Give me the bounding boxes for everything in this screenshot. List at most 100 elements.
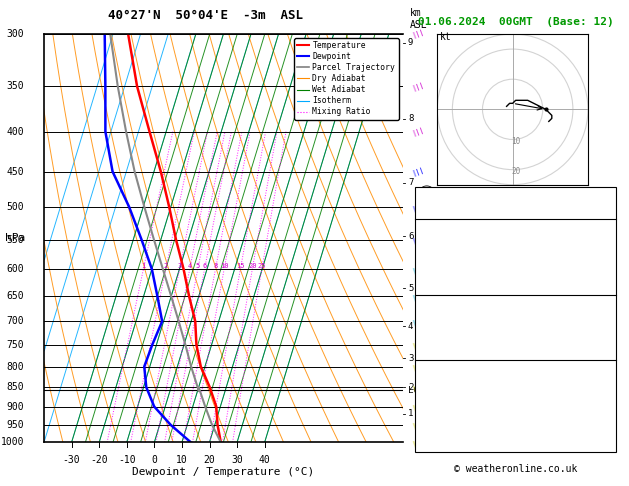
Text: 2: 2 — [408, 382, 413, 392]
Text: LCL: LCL — [408, 386, 424, 395]
Text: θᵉ (K): θᵉ (K) — [418, 319, 456, 329]
Text: Most Unstable: Most Unstable — [475, 297, 557, 308]
Text: 4: 4 — [187, 263, 192, 269]
Text: 8: 8 — [213, 263, 218, 269]
Text: 2.22: 2.22 — [588, 210, 613, 220]
Text: hPa: hPa — [5, 233, 25, 243]
Text: 40: 40 — [601, 199, 613, 209]
Text: 4: 4 — [607, 330, 613, 340]
Text: 400: 400 — [7, 126, 25, 137]
Text: 10: 10 — [176, 454, 188, 465]
Text: 0: 0 — [152, 454, 157, 465]
Text: EH: EH — [418, 373, 431, 383]
Text: 550: 550 — [7, 235, 25, 244]
Text: Dewpoint / Temperature (°C): Dewpoint / Temperature (°C) — [132, 467, 314, 477]
Text: 950: 950 — [7, 420, 25, 430]
Text: 323: 323 — [594, 254, 613, 264]
Text: 900: 900 — [7, 401, 25, 412]
Text: −0: −0 — [601, 373, 613, 383]
Text: -20: -20 — [91, 454, 108, 465]
Text: -30: -30 — [63, 454, 81, 465]
Text: 450: 450 — [7, 167, 25, 176]
Text: |||: ||| — [411, 234, 425, 245]
Text: 13: 13 — [601, 189, 613, 199]
Text: CAPE (J): CAPE (J) — [418, 275, 468, 285]
Text: 0: 0 — [607, 340, 613, 350]
Text: StmSpd (kt): StmSpd (kt) — [418, 405, 487, 416]
Text: Mixing Ratio (g/kg): Mixing Ratio (g/kg) — [423, 182, 433, 294]
Text: |||: ||| — [411, 382, 425, 393]
Text: 5: 5 — [408, 284, 413, 293]
Text: Surface: Surface — [494, 222, 538, 232]
Legend: Temperature, Dewpoint, Parcel Trajectory, Dry Adiabat, Wet Adiabat, Isotherm, Mi: Temperature, Dewpoint, Parcel Trajectory… — [294, 38, 399, 120]
Text: 800: 800 — [7, 362, 25, 372]
Text: 20: 20 — [248, 263, 257, 269]
Text: 6: 6 — [607, 264, 613, 275]
Text: Lifted Index: Lifted Index — [418, 264, 493, 275]
Text: 600: 600 — [7, 264, 25, 274]
Text: 2: 2 — [164, 263, 168, 269]
Text: |||: ||| — [411, 437, 425, 448]
Text: 6: 6 — [408, 232, 413, 241]
Text: |||: ||| — [411, 419, 425, 430]
Text: 20: 20 — [204, 454, 215, 465]
Text: |||: ||| — [411, 291, 425, 302]
Text: Hodograph: Hodograph — [487, 363, 544, 373]
Text: K: K — [418, 189, 425, 199]
Text: 30: 30 — [231, 454, 243, 465]
Text: Totals Totals: Totals Totals — [418, 199, 499, 209]
Text: 24.1: 24.1 — [588, 232, 613, 243]
Text: 850: 850 — [7, 382, 25, 392]
Text: CIN (J): CIN (J) — [418, 286, 462, 296]
Text: 25: 25 — [257, 263, 266, 269]
Text: 10: 10 — [511, 137, 520, 146]
Text: 1000: 1000 — [1, 437, 25, 447]
Text: StmDir: StmDir — [418, 395, 456, 405]
Text: 0: 0 — [607, 286, 613, 296]
Text: km: km — [409, 8, 421, 17]
Text: kt: kt — [440, 32, 452, 42]
Text: 1: 1 — [408, 410, 413, 418]
Text: 500: 500 — [7, 202, 25, 212]
Text: 0: 0 — [607, 275, 613, 285]
Text: 750: 750 — [7, 340, 25, 350]
Text: PW (cm): PW (cm) — [418, 210, 462, 220]
Text: 3: 3 — [408, 353, 413, 363]
Text: Temp (°C): Temp (°C) — [418, 232, 474, 243]
Text: 300: 300 — [7, 29, 25, 39]
Text: 327: 327 — [594, 319, 613, 329]
Text: Dewp (°C): Dewp (°C) — [418, 243, 474, 253]
Text: 350: 350 — [7, 81, 25, 91]
Text: -10: -10 — [118, 454, 136, 465]
Text: 3: 3 — [177, 263, 182, 269]
Text: 1: 1 — [142, 263, 145, 269]
Text: 40°27'N  50°04'E  -3m  ASL: 40°27'N 50°04'E -3m ASL — [108, 9, 303, 22]
Text: |||: ||| — [411, 263, 425, 275]
Text: -9: -9 — [601, 384, 613, 394]
Text: |||: ||| — [411, 401, 425, 412]
Text: CAPE (J): CAPE (J) — [418, 340, 468, 350]
Text: |||: ||| — [411, 339, 425, 350]
Text: |||: ||| — [411, 126, 425, 137]
Text: 0: 0 — [607, 351, 613, 361]
Text: 01.06.2024  00GMT  (Base: 12): 01.06.2024 00GMT (Base: 12) — [418, 17, 614, 27]
Text: Pressure (mb): Pressure (mb) — [418, 308, 499, 318]
Text: 800: 800 — [594, 308, 613, 318]
Text: 40: 40 — [259, 454, 270, 465]
Text: 269°: 269° — [588, 395, 613, 405]
Text: |||: ||| — [411, 361, 425, 372]
Text: 9: 9 — [408, 38, 413, 48]
Text: Lifted Index: Lifted Index — [418, 330, 493, 340]
Text: 650: 650 — [7, 291, 25, 301]
Text: ASL: ASL — [409, 20, 427, 30]
Text: |||: ||| — [411, 81, 425, 92]
Text: 13.2: 13.2 — [588, 243, 613, 253]
Text: |||: ||| — [411, 316, 425, 327]
Text: |||: ||| — [411, 166, 425, 177]
Text: 8: 8 — [408, 114, 413, 123]
Text: 700: 700 — [7, 316, 25, 326]
Text: © weatheronline.co.uk: © weatheronline.co.uk — [454, 464, 577, 474]
Text: 6: 6 — [203, 263, 207, 269]
Text: CIN (J): CIN (J) — [418, 351, 462, 361]
Text: 11: 11 — [601, 405, 613, 416]
